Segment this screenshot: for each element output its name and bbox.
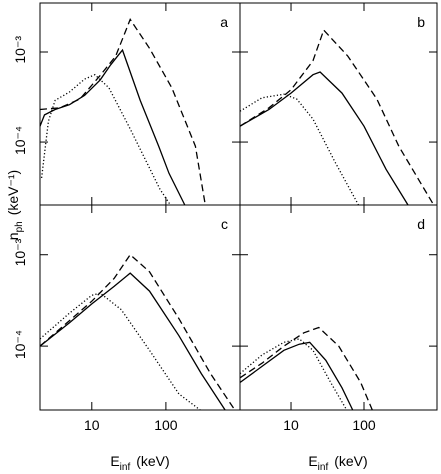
y-tick-label: 10⁻³ [12,36,28,64]
curve [40,73,171,206]
panel-frame [239,204,438,411]
y-axis-label: nph (keV⁻¹) [5,170,25,240]
x-label-subscript: inf [318,462,329,473]
curve [39,272,226,411]
curve [239,326,373,411]
curve [39,48,186,206]
x-tick-label: 10 [283,417,299,433]
x-label-unit: (keV) [334,453,367,469]
x-tick-label: 10 [84,417,100,433]
x-axis-label: Einf (keV) [110,453,169,473]
x-tick-label: 100 [352,417,376,433]
y-tick-label: 10⁻³ [12,238,28,266]
panel-label: b [417,14,425,30]
curve [239,28,435,206]
x-label-subscript: inf [120,462,131,473]
curve [239,338,348,411]
x-label-unit: (keV) [136,453,169,469]
y-label-subscript: ph [14,221,25,232]
panel-frame [239,2,438,206]
curve [39,253,236,411]
y-tick-label: 10⁻⁴ [12,330,28,359]
panel-frame [39,204,241,411]
x-label-symbol: E [308,453,317,469]
y-label-unit: (keV⁻¹) [5,170,21,216]
curve [239,71,409,206]
curve [239,341,354,411]
x-axis-label: Einf (keV) [308,453,367,473]
curve [39,292,201,411]
panel-label: c [221,216,228,232]
curve [239,93,360,206]
panel-label: a [220,14,228,30]
x-label-symbol: E [110,453,119,469]
panel-label: d [417,216,425,232]
y-tick-label: 10⁻⁴ [12,126,28,155]
y-label-symbol: n [5,232,21,240]
curve [39,18,206,206]
x-tick-label: 100 [154,417,178,433]
